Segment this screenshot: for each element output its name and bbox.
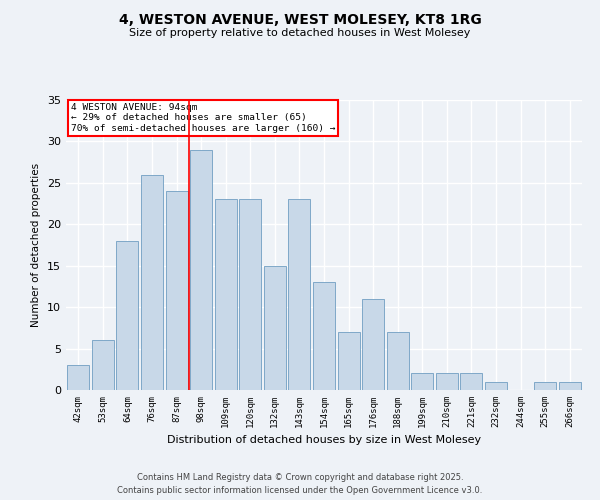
Bar <box>239 200 262 390</box>
Text: 4 WESTON AVENUE: 94sqm
← 29% of detached houses are smaller (65)
70% of semi-det: 4 WESTON AVENUE: 94sqm ← 29% of detached… <box>71 103 335 132</box>
Bar <box>362 299 384 390</box>
Bar <box>386 332 409 390</box>
Bar <box>67 365 89 390</box>
Bar <box>313 282 335 390</box>
Bar <box>92 340 114 390</box>
Bar <box>141 174 163 390</box>
Bar <box>436 374 458 390</box>
Text: Size of property relative to detached houses in West Molesey: Size of property relative to detached ho… <box>130 28 470 38</box>
Y-axis label: Number of detached properties: Number of detached properties <box>31 163 41 327</box>
Bar <box>534 382 556 390</box>
Bar <box>215 200 237 390</box>
Bar <box>166 191 188 390</box>
Bar <box>411 374 433 390</box>
Bar <box>338 332 359 390</box>
Bar <box>559 382 581 390</box>
Bar <box>485 382 507 390</box>
Bar <box>460 374 482 390</box>
X-axis label: Distribution of detached houses by size in West Molesey: Distribution of detached houses by size … <box>167 436 481 446</box>
Text: 4, WESTON AVENUE, WEST MOLESEY, KT8 1RG: 4, WESTON AVENUE, WEST MOLESEY, KT8 1RG <box>119 12 481 26</box>
Bar <box>116 241 139 390</box>
Text: Contains HM Land Registry data © Crown copyright and database right 2025.
Contai: Contains HM Land Registry data © Crown c… <box>118 474 482 495</box>
Bar <box>264 266 286 390</box>
Bar <box>289 200 310 390</box>
Bar <box>190 150 212 390</box>
